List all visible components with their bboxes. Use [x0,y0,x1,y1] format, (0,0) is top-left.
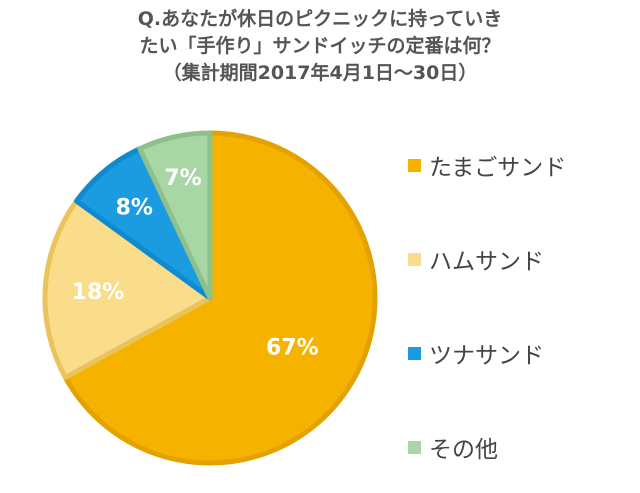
legend-swatch [408,346,421,360]
legend-item-other: その他 [408,432,566,463]
legend-label: ハムサンド [429,249,544,275]
title-line-1: Q.あなたが休日のピクニックに持っていき [137,8,503,30]
legend: たまごサンド ハムサンドツナサンドその他 [408,150,567,463]
pie-slice-other [137,130,213,301]
pie-slice-ham [42,198,213,380]
title-line-2: たい「手作り」サンドイッチの定番は何？ [139,35,501,57]
legend-item-tuna: ツナサンド [408,338,566,369]
legend-item-ham: ハムサンド [408,244,566,275]
legend-swatch [408,252,421,266]
pie-slice-tamago [62,130,378,466]
data-label-tuna: 8% [116,195,153,220]
data-label-ham: 18% [72,280,125,305]
legend-label: たまごサンド [429,155,567,181]
chart-title: Q.あなたが休日のピクニックに持っていき たい「手作り」サンドイッチの定番は何？… [0,6,640,87]
legend-label: その他 [429,437,498,463]
data-label-tamago: 67% [266,336,319,361]
title-line-3: （集計期間2017年4月1日～30日） [162,62,478,84]
legend-swatch [408,158,421,172]
legend-item-tamago: たまごサンド [408,150,567,181]
legend-label: ツナサンド [429,343,544,369]
legend-swatch [408,440,421,454]
data-label-other: 7% [164,166,201,191]
